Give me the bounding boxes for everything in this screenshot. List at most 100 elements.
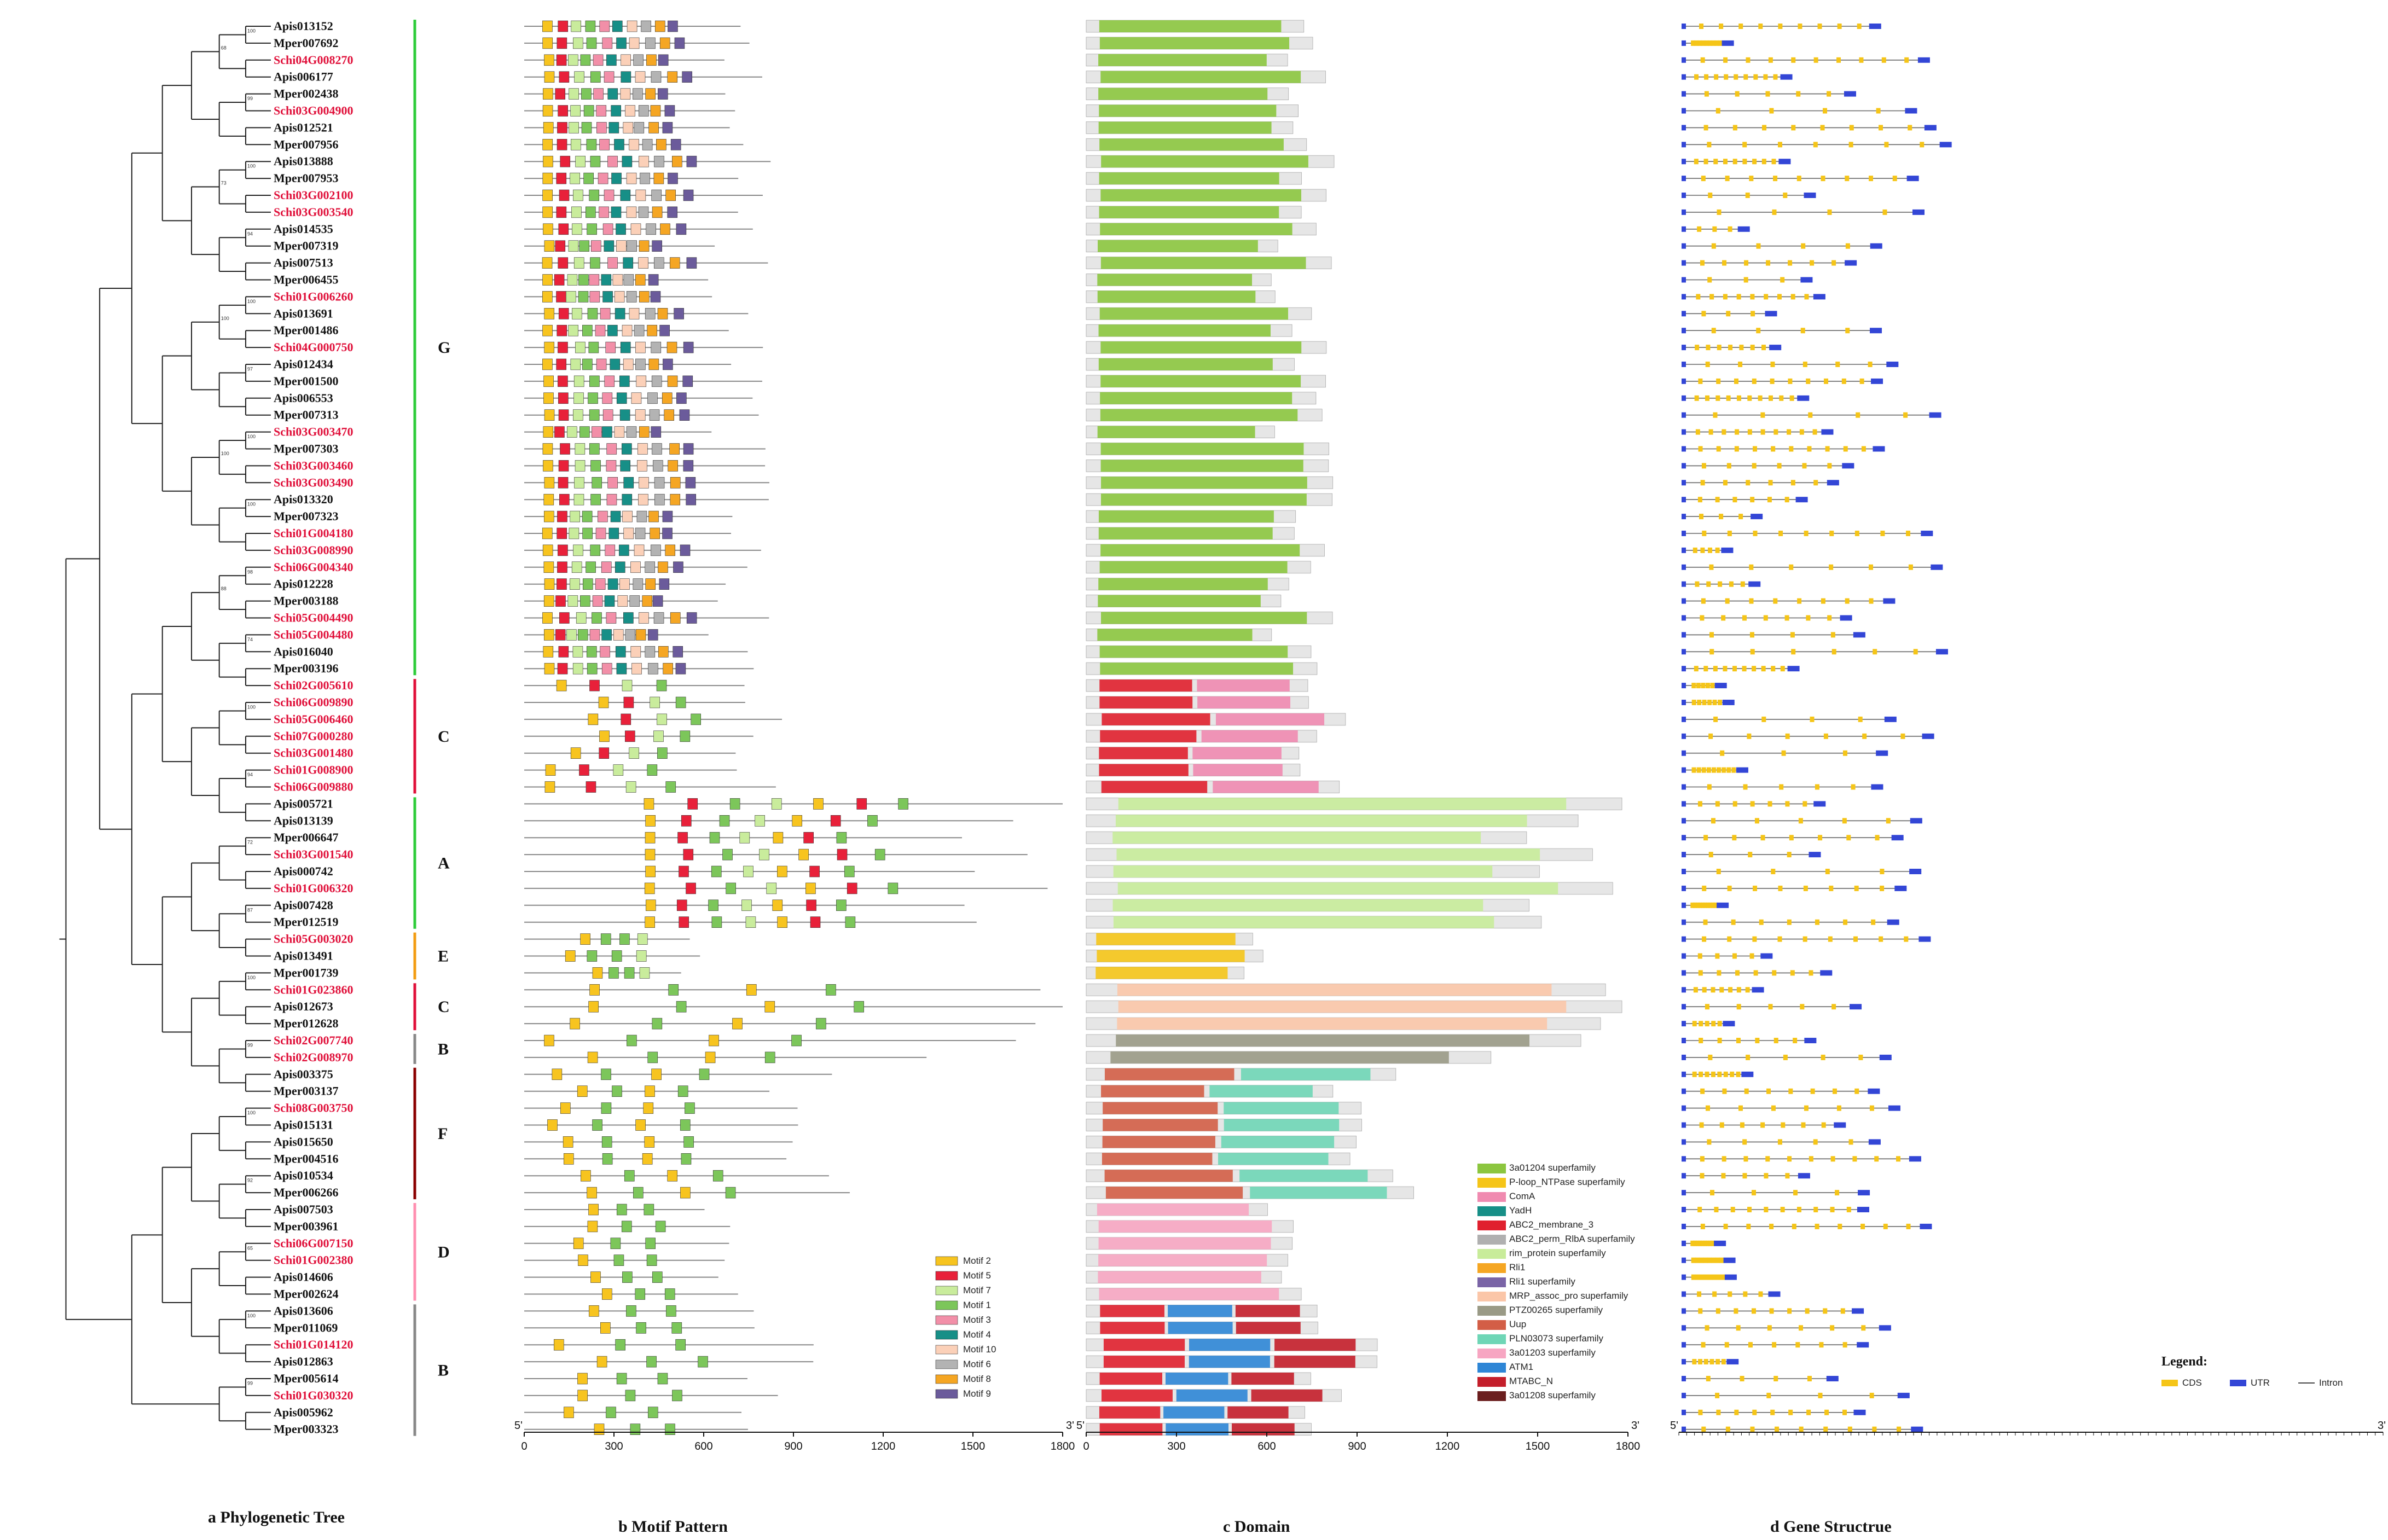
gene-label: Schi04G008270 xyxy=(274,53,353,67)
utr-box xyxy=(1682,193,1686,198)
utr-box xyxy=(1857,1342,1869,1348)
domain-box xyxy=(1098,1271,1261,1283)
cds-box xyxy=(1778,885,1783,891)
motif-box xyxy=(542,527,553,539)
motif-box xyxy=(675,1339,686,1351)
motif-box xyxy=(601,1068,611,1080)
motif-box xyxy=(572,663,583,675)
domain-box xyxy=(1098,121,1272,134)
utr-box xyxy=(1912,209,1925,215)
utr-box xyxy=(1682,108,1686,114)
utr-box xyxy=(1714,683,1727,689)
motif-box xyxy=(682,71,692,83)
motif-box xyxy=(592,476,602,489)
motif-box xyxy=(711,916,722,928)
cds-box xyxy=(1879,125,1883,131)
group-label: C xyxy=(438,998,450,1016)
cds-box xyxy=(1773,1376,1778,1381)
axis-tick-label: 600 xyxy=(694,1440,712,1452)
gene-label: Schi06G009890 xyxy=(274,695,353,709)
motif-box xyxy=(558,646,569,658)
domain-box xyxy=(1102,1153,1213,1165)
utr-box xyxy=(1682,142,1686,148)
motif-box xyxy=(542,324,553,336)
utr-box xyxy=(1752,987,1764,993)
cds-box xyxy=(1874,1156,1879,1162)
motif-box xyxy=(556,358,567,370)
utr-box xyxy=(1724,1274,1737,1280)
domain-box xyxy=(1102,713,1210,725)
utr-box xyxy=(1879,1054,1892,1060)
cds-box xyxy=(1701,767,1706,773)
cds-box xyxy=(1706,767,1711,773)
cds-box xyxy=(1691,767,1696,773)
utr-box xyxy=(1871,378,1883,384)
motif-box xyxy=(602,1288,612,1300)
motif-box xyxy=(622,1221,632,1233)
domain-box xyxy=(1099,696,1193,708)
cds-box xyxy=(1761,345,1766,351)
motif-box xyxy=(555,595,566,607)
cds-box xyxy=(1698,1409,1703,1415)
motif-box xyxy=(590,71,601,83)
cds-box xyxy=(1693,1240,1697,1246)
cds-box xyxy=(1763,74,1768,80)
cds-box xyxy=(1770,362,1775,367)
bootstrap-value: 99 xyxy=(247,96,253,101)
cds-box xyxy=(1858,1054,1863,1060)
motif-box xyxy=(555,240,566,252)
cds-box xyxy=(1709,564,1714,570)
domain-legend-swatch xyxy=(1477,1363,1506,1373)
cds-box xyxy=(1869,564,1874,570)
motif-box xyxy=(683,341,694,353)
cds-box xyxy=(1792,1223,1796,1229)
motif-box xyxy=(572,646,583,658)
domain-box xyxy=(1099,646,1288,658)
utr-box xyxy=(1682,835,1686,841)
motif-box xyxy=(615,561,625,573)
motif-box xyxy=(542,291,553,303)
motif-box xyxy=(651,544,661,556)
cds-box xyxy=(1703,1274,1708,1280)
utr-box xyxy=(1911,1426,1923,1432)
cds-box xyxy=(1784,497,1789,503)
cds-box xyxy=(1882,209,1887,215)
motif-box xyxy=(686,882,696,894)
domain-legend-label: P-loop_NTPase superfamily xyxy=(1509,1177,1625,1187)
domain-box xyxy=(1231,1373,1294,1385)
utr-box xyxy=(1887,919,1899,925)
utr-box xyxy=(1813,801,1826,807)
cds-box xyxy=(1722,1088,1727,1094)
cds-box xyxy=(1789,564,1794,570)
motif-box xyxy=(589,409,600,421)
cds-box xyxy=(1726,311,1731,317)
utr-box xyxy=(1682,1004,1686,1010)
motif-box xyxy=(726,882,736,894)
cds-box xyxy=(1698,378,1703,384)
gene-label: Schi04G000750 xyxy=(274,340,353,354)
utr-box xyxy=(1682,1392,1686,1398)
bootstrap-value: 100 xyxy=(247,28,256,33)
motif-box xyxy=(647,324,657,336)
cds-box xyxy=(1712,1274,1717,1280)
cds-box xyxy=(1746,1054,1751,1060)
motif-box xyxy=(667,71,678,83)
motif-box xyxy=(650,105,661,117)
cds-box xyxy=(1726,463,1731,469)
cds-box xyxy=(1904,936,1909,942)
cds-box xyxy=(1691,40,1696,46)
cds-box xyxy=(1732,801,1737,807)
cds-box xyxy=(1704,74,1709,80)
cds-box xyxy=(1777,936,1782,942)
cds-box xyxy=(1853,936,1858,942)
motif-box xyxy=(613,1254,624,1266)
utr-box xyxy=(1682,547,1686,553)
motif-box xyxy=(806,899,816,911)
cds-box xyxy=(1880,885,1885,891)
domain-box xyxy=(1100,1305,1164,1317)
motif-box xyxy=(563,1153,574,1165)
cds-box xyxy=(1752,936,1757,942)
utr-box xyxy=(1682,936,1686,942)
motif-box xyxy=(867,815,878,827)
cds-box xyxy=(1742,666,1747,672)
